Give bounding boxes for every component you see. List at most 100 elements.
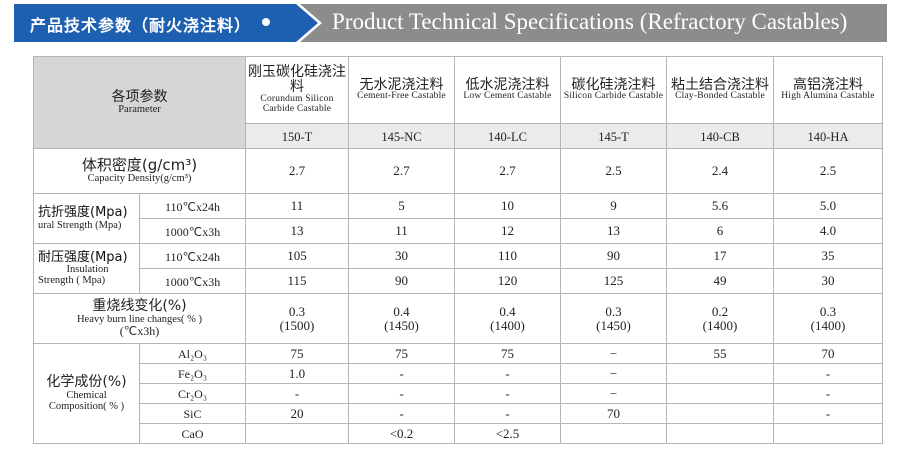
table-cell: 115: [245, 268, 349, 294]
cell-temperature: (1500): [279, 317, 315, 333]
column-header: 高铝浇注料 High Alumina Castable: [773, 56, 883, 124]
cell-value: 0.3: [819, 303, 837, 319]
table-cell: [666, 363, 774, 384]
cell-value: 90: [607, 248, 620, 264]
cell-value: 30: [395, 248, 408, 264]
cell-value: 0.3: [288, 303, 306, 319]
table-cell: -: [454, 383, 561, 404]
cell-value: −: [609, 365, 618, 381]
component-name: Cr₂O₃: [177, 387, 208, 402]
table-cell: 75: [245, 343, 349, 364]
table-cell: 120: [454, 268, 561, 294]
cell-value: 105: [287, 248, 307, 264]
table-cell: 30: [773, 268, 883, 294]
cell-value: 5.0: [819, 198, 837, 214]
table-cell: 90: [560, 243, 667, 269]
cell-value: 125: [603, 273, 624, 289]
cell-value: 10: [501, 198, 514, 214]
flexural-label-en: ural Strength (Mpa): [38, 219, 122, 231]
chemical-label-en-2: Composition( % ): [48, 400, 125, 412]
cell-value: 35: [821, 248, 835, 264]
table-cell: 70: [773, 343, 883, 364]
component-cell: Fe₂O₃: [139, 363, 246, 384]
table-cell: [560, 423, 667, 444]
table-cell: 2.7: [454, 148, 561, 194]
table-cell: 110: [454, 243, 561, 269]
table-cell: −: [560, 363, 667, 384]
component-name: Fe₂O₃: [177, 367, 208, 382]
column-header-en: Corundum Silicon Carbide Castable: [260, 93, 334, 114]
table-cell: 75: [454, 343, 561, 364]
table-cell: 0.4 (1400): [454, 293, 561, 344]
column-header-cn: 粘土结合浇注料: [671, 76, 769, 93]
cell-value: 11: [395, 223, 408, 239]
compressive-label-en-2: Strength ( Mpa): [38, 275, 106, 287]
cell-value: 12: [501, 223, 514, 239]
table-cell: 125: [560, 268, 667, 294]
column-header: 低水泥浇注料 Low Cement Castable: [454, 56, 561, 124]
table-cell: 5: [348, 193, 455, 219]
chemical-label-en-1: Chemical: [66, 389, 107, 401]
cell-value: 20: [290, 405, 304, 421]
banner-chinese-panel: [14, 4, 296, 42]
table-cell: 49: [666, 268, 774, 294]
parameter-header-cn: 各项参数: [111, 88, 168, 105]
column-header-en: Silicon Carbide Castable: [563, 91, 664, 102]
compressive-label: 耐压强度(Mpa) Insulation Strength ( Mpa): [33, 243, 140, 294]
cell-value: <2.5: [495, 425, 520, 441]
table-cell: 6: [666, 218, 774, 244]
burn-label: 重烧线变化(%) Heavy burn line changes( % ) (℃…: [33, 293, 246, 344]
product-code-text: 145-NC: [381, 129, 422, 144]
cell-value: 75: [395, 345, 408, 361]
cell-value: 6: [716, 223, 724, 239]
table-cell: 2.5: [560, 148, 667, 194]
column-header-en: Clay-Bonded Castable: [675, 91, 765, 102]
table-cell: 0.3 (1450): [560, 293, 667, 344]
cell-value: 9: [610, 198, 617, 214]
cell-value: -: [825, 365, 831, 381]
cell-value: 70: [821, 345, 835, 361]
product-code: 145-NC: [348, 123, 455, 149]
cell-value: <0.2: [389, 425, 414, 441]
cell-value: 2.5: [605, 163, 622, 179]
flexural-label-cn: 抗折强度(Mpa): [38, 205, 128, 221]
column-header-en: High Alumina Castable: [781, 91, 875, 102]
table-cell: 90: [348, 268, 455, 294]
table-cell: 2.4: [666, 148, 774, 194]
burn-label-en: Heavy burn line changes( % ): [76, 314, 203, 326]
cell-value: 0.3: [605, 303, 622, 319]
cell-value: -: [505, 365, 510, 381]
table-cell: 70: [560, 403, 667, 424]
condition-text: 1000℃x3h: [164, 224, 221, 239]
table-cell: 12: [454, 218, 561, 244]
product-code: 140-HA: [773, 123, 883, 149]
cell-value: 13: [607, 223, 620, 239]
cell-value: 2.7: [288, 163, 306, 179]
compressive-label-cn: 耐压强度(Mpa): [38, 249, 128, 265]
table-cell: 9: [560, 193, 667, 219]
component-name: Al₂O₃: [177, 347, 208, 362]
cell-temperature: (1450): [384, 317, 419, 333]
table-cell: 30: [348, 243, 455, 269]
cell-value: 5.6: [711, 198, 729, 214]
table-cell: 5.0: [773, 193, 883, 219]
cell-value: -: [399, 385, 404, 401]
table-cell: -: [454, 363, 561, 384]
table-cell: <0.2: [348, 423, 455, 444]
column-header-cn: 高铝浇注料: [793, 76, 863, 93]
table-cell: -: [454, 403, 561, 424]
table-cell: 13: [245, 218, 349, 244]
condition-cell: 1000℃x3h: [139, 268, 246, 294]
cell-value: 30: [821, 273, 835, 289]
cell-value: 17: [713, 248, 727, 264]
cell-value: 0.2: [711, 303, 729, 319]
table-cell: 35: [773, 243, 883, 269]
table-cell: 4.0: [773, 218, 883, 244]
cell-value: 2.4: [711, 163, 729, 179]
spec-table: 各项参数 Parameter 刚玉碳化硅浇注料 Corundum Silicon…: [33, 56, 883, 444]
table-cell: −: [560, 343, 667, 364]
condition-cell: 110℃x24h: [139, 243, 246, 269]
table-cell: 2.7: [348, 148, 455, 194]
table-cell: 13: [560, 218, 667, 244]
table-cell: 0.4 (1450): [348, 293, 455, 344]
